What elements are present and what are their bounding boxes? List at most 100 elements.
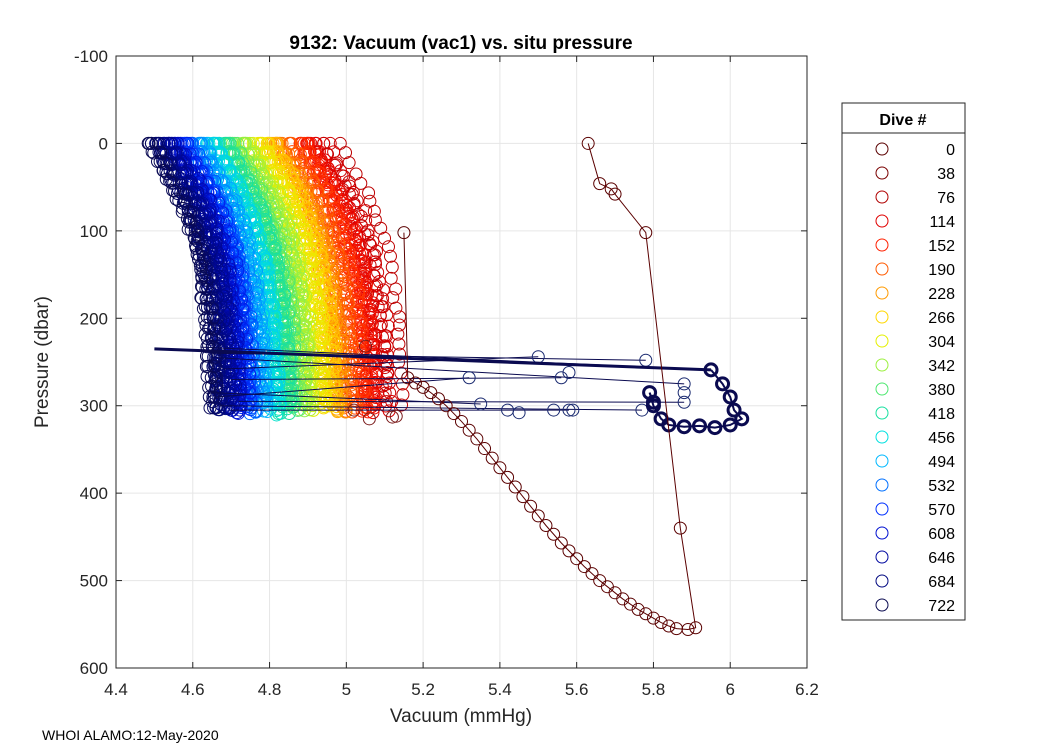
data-point — [366, 248, 380, 262]
data-point — [284, 192, 298, 206]
data-point — [304, 252, 318, 266]
data-point — [645, 394, 661, 410]
legend-box — [841, 102, 966, 621]
data-point — [562, 403, 576, 417]
data-point — [352, 285, 366, 299]
data-point — [389, 301, 403, 315]
data-point — [516, 490, 530, 504]
data-point — [369, 391, 383, 405]
excursion-line — [215, 357, 685, 385]
data-point — [195, 279, 209, 293]
excursion-line — [215, 377, 470, 398]
data-point — [355, 273, 369, 287]
data-point — [662, 619, 676, 633]
data-point — [308, 224, 322, 238]
data-point — [288, 207, 302, 221]
data-point — [585, 567, 599, 581]
legend-marker — [875, 358, 889, 372]
data-point — [357, 393, 371, 407]
data-point — [380, 308, 394, 322]
data-point — [321, 216, 335, 230]
data-point — [367, 388, 381, 402]
data-point — [276, 267, 290, 281]
y-tick-label: 500 — [80, 572, 108, 591]
legend-label: 722 — [928, 598, 955, 615]
legend-marker — [875, 550, 889, 564]
data-point — [315, 283, 329, 297]
data-point — [447, 407, 461, 421]
data-point — [631, 602, 645, 616]
x-tick-label: 4.6 — [181, 680, 205, 699]
data-point — [159, 157, 173, 171]
data-point — [345, 216, 359, 230]
data-point — [593, 574, 607, 588]
data-point — [722, 389, 738, 405]
data-point — [239, 332, 253, 346]
legend-marker — [875, 310, 889, 324]
data-point — [323, 136, 337, 150]
data-point — [677, 386, 691, 400]
data-point — [257, 269, 271, 283]
data-point — [314, 155, 328, 169]
data-point — [268, 241, 282, 255]
y-tick-label: 100 — [80, 222, 108, 241]
data-point — [269, 378, 283, 392]
data-point — [260, 136, 274, 150]
excursion-line — [238, 400, 685, 403]
data-point — [149, 136, 163, 150]
data-point — [252, 303, 266, 317]
data-point — [157, 155, 171, 169]
data-point — [312, 289, 326, 303]
data-point — [376, 283, 390, 297]
legend-label: 342 — [928, 358, 955, 375]
data-point — [296, 323, 310, 337]
data-point — [384, 271, 398, 285]
data-point — [283, 371, 297, 385]
data-point — [194, 263, 208, 277]
data-point — [608, 187, 622, 201]
data-point — [531, 509, 545, 523]
data-point — [676, 419, 692, 435]
legend-label: 38 — [937, 166, 955, 183]
data-point — [239, 191, 253, 205]
data-point — [539, 518, 553, 532]
data-point — [313, 309, 327, 323]
data-point — [581, 136, 595, 150]
data-point — [194, 291, 208, 305]
data-point — [554, 371, 568, 385]
data-point — [286, 235, 300, 249]
data-point — [395, 398, 409, 412]
data-point — [192, 235, 206, 249]
data-point — [219, 285, 233, 299]
legend-marker — [875, 262, 889, 276]
data-point — [170, 146, 184, 160]
data-point — [474, 397, 488, 411]
data-point — [341, 295, 355, 309]
data-point — [223, 262, 237, 276]
data-point — [371, 265, 385, 279]
data-point — [562, 544, 576, 558]
data-point — [256, 207, 270, 221]
legend-marker — [875, 214, 889, 228]
data-point — [342, 255, 356, 269]
x-tick-label: 6 — [725, 680, 734, 699]
data-point — [389, 409, 403, 423]
data-point — [223, 136, 237, 150]
data-point — [359, 287, 373, 301]
legend-marker — [875, 238, 889, 252]
excursion-line — [223, 356, 539, 370]
data-point — [366, 235, 380, 249]
y-tick-label: 600 — [80, 659, 108, 678]
data-point — [200, 310, 214, 324]
data-point — [262, 230, 276, 244]
data-point — [455, 414, 468, 428]
legend-label: 494 — [928, 454, 955, 471]
data-point — [203, 401, 217, 415]
legend-marker — [875, 166, 889, 180]
data-point — [258, 377, 272, 391]
data-point — [554, 536, 568, 550]
data-point — [198, 299, 212, 313]
data-point — [309, 199, 323, 213]
chart-title: 9132: Vacuum (vac1) vs. situ pressure — [289, 33, 632, 54]
data-point — [229, 197, 243, 211]
